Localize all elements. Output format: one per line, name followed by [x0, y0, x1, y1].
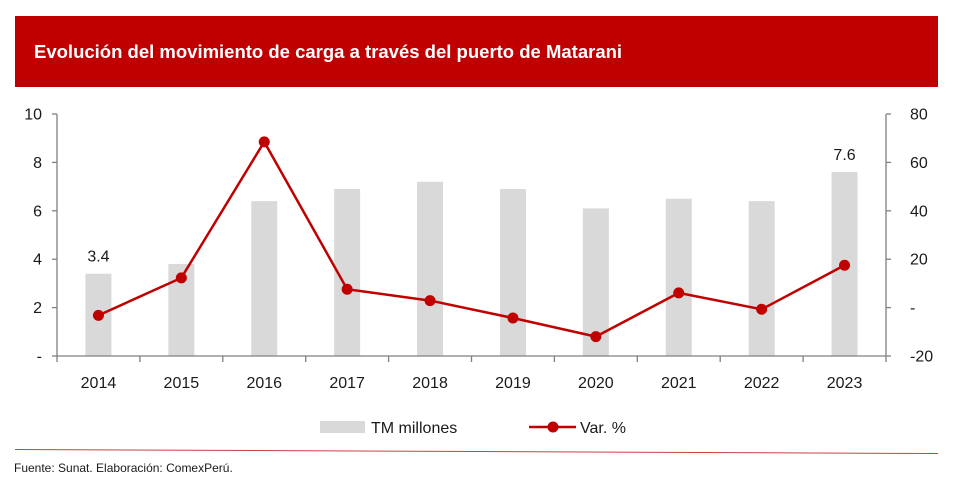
- right-tick-label: 80: [910, 107, 928, 124]
- title-banner: Evolución del movimiento de carga a trav…: [15, 16, 938, 87]
- x-tick-label: 2015: [164, 375, 200, 392]
- var-line: [97, 140, 846, 338]
- x-tick-label: 2022: [744, 375, 780, 392]
- left-tick-label: 4: [33, 252, 42, 269]
- var-point-2020: [590, 331, 602, 343]
- var-point-2019: [507, 312, 519, 324]
- x-tick-label: 2023: [827, 375, 863, 392]
- x-tick-label: 2020: [578, 375, 614, 392]
- legend-marker: [547, 421, 559, 433]
- legend: TM millones Var. %: [320, 420, 626, 437]
- x-tick-label: 2018: [412, 375, 448, 392]
- var-point-2018: [424, 295, 436, 307]
- x-tick-label: 2017: [329, 375, 365, 392]
- bar-2019: [499, 189, 526, 356]
- chart-title: Evolución del movimiento de carga a trav…: [34, 41, 623, 62]
- left-tick-label: 6: [33, 203, 42, 220]
- right-tick-label: 20: [910, 252, 928, 269]
- bar-2022: [748, 201, 775, 356]
- right-tick-label: 60: [910, 155, 928, 172]
- x-tick-label: 2016: [246, 375, 282, 392]
- var-point-2015: [175, 272, 187, 284]
- var-point-2017: [341, 283, 353, 295]
- var-point-2021: [673, 287, 685, 299]
- var-point-2023: [839, 259, 851, 271]
- legend-label-var: Var. %: [580, 420, 626, 437]
- x-tick-label: 2019: [495, 375, 531, 392]
- bar-2016: [251, 201, 278, 356]
- bar-2018: [417, 181, 444, 356]
- left-tick-label: 8: [33, 155, 42, 172]
- x-tick-label: 2014: [81, 375, 117, 392]
- left-tick-label: -: [37, 349, 42, 366]
- right-tick-label: -: [910, 300, 915, 317]
- bar-series: [85, 172, 858, 356]
- var-point-2016: [258, 136, 270, 148]
- x-tick-label: 2021: [661, 375, 697, 392]
- left-tick-label: 10: [24, 107, 42, 124]
- legend-label-tm: TM millones: [371, 420, 457, 437]
- data-label-2014: 3.4: [87, 249, 109, 266]
- source-note: Fuente: Sunat. Elaboración: ComexPerú.: [14, 461, 233, 475]
- legend-bar-swatch: [320, 421, 365, 433]
- line-series: [92, 136, 851, 343]
- var-point-2022: [756, 303, 768, 315]
- bar-2021: [665, 198, 692, 356]
- right-tick-label: 40: [910, 203, 928, 220]
- axes: [52, 113, 891, 362]
- right-tick-label: -20: [910, 349, 933, 366]
- data-label-2023: 7.6: [833, 147, 855, 164]
- left-tick-label: 2: [33, 300, 42, 317]
- var-point-2014: [92, 309, 104, 321]
